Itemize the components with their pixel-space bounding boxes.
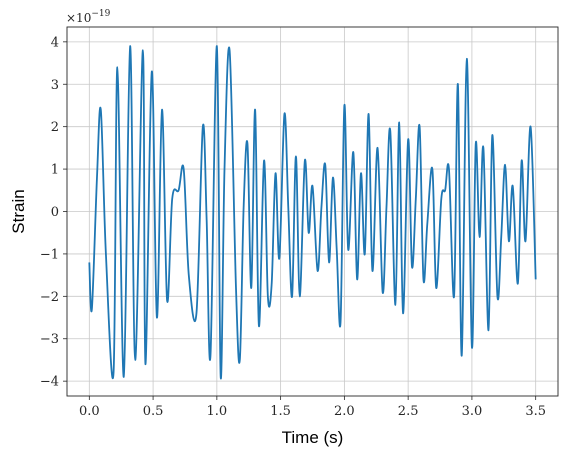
series-layer <box>88 45 537 380</box>
strain-series-line <box>88 45 537 380</box>
y-tick-label: 1 <box>51 163 59 178</box>
y-tick-label: 2 <box>51 120 59 135</box>
y-tick-label: −2 <box>40 290 59 305</box>
x-tick-label: 1.5 <box>270 404 291 419</box>
x-tick-label: 2.5 <box>398 404 419 419</box>
x-tick-label: 1.0 <box>207 404 228 419</box>
ticks: 0.0 0.5 1.0 1.5 2.0 2.5 3.0 3.5 −4 −3 −2 −1 0 1 2 3 4 <box>40 35 546 419</box>
y-tick-label: −3 <box>40 332 59 347</box>
x-tick-label: 0.0 <box>79 404 100 419</box>
x-tick-label: 2.0 <box>334 404 355 419</box>
y-axis-title: Strain <box>9 189 28 233</box>
y-tick-label: 0 <box>51 205 59 220</box>
x-tick-label: 0.5 <box>143 404 164 419</box>
y-tick-label: −1 <box>40 247 59 262</box>
y-tick-label: 3 <box>51 78 59 93</box>
x-axis-title: Time (s) <box>282 428 344 447</box>
y-tick-label: −4 <box>40 375 59 390</box>
y-tick-label: 4 <box>51 35 59 50</box>
x-tick-label: 3.5 <box>525 404 546 419</box>
x-tick-label: 3.0 <box>462 404 483 419</box>
y-axis-offset-label: ×10−19 <box>66 9 111 25</box>
